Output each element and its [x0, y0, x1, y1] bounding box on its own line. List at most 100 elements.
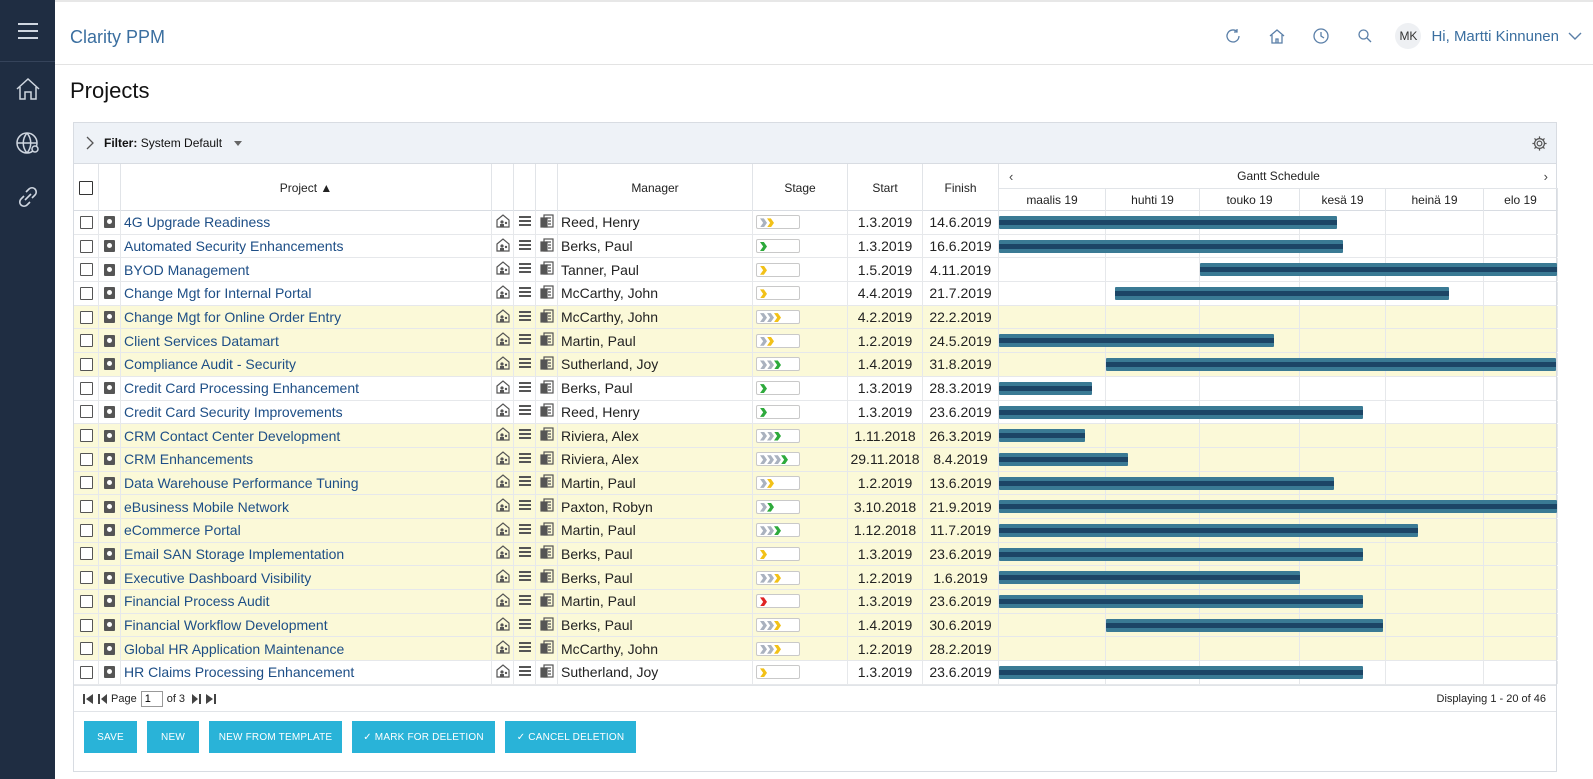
row-checkbox[interactable]: [79, 452, 93, 466]
gantt-bar[interactable]: [999, 239, 1343, 253]
save-button[interactable]: SAVE: [84, 721, 137, 753]
table-row[interactable]: Data Warehouse Performance Tuning Martin,…: [74, 471, 1558, 496]
row-checkbox[interactable]: [79, 429, 93, 443]
prev-page-icon[interactable]: [96, 693, 108, 705]
avatar[interactable]: MK: [1395, 23, 1422, 49]
team-icon[interactable]: [495, 237, 511, 256]
table-row[interactable]: Email SAN Storage Implementation Berks, P…: [74, 542, 1558, 567]
filter-dropdown-caret-icon[interactable]: [234, 141, 242, 146]
project-link[interactable]: eCommerce Portal: [124, 522, 241, 539]
document-icon[interactable]: [539, 450, 555, 469]
table-row[interactable]: CRM Enhancements Riviera, Alex 29.11.2018 8…: [74, 447, 1558, 472]
table-row[interactable]: Credit Card Processing Enhancement Berks,…: [74, 376, 1558, 401]
row-checkbox[interactable]: [79, 215, 93, 229]
cancel-deletion-button[interactable]: ✓ CANCEL DELETION: [505, 721, 636, 753]
gantt-bar[interactable]: [999, 476, 1335, 490]
filter-value[interactable]: System Default: [140, 136, 223, 150]
table-row[interactable]: HR Claims Processing Enhancement Sutherla…: [74, 661, 1558, 685]
team-icon[interactable]: [495, 331, 511, 350]
table-row[interactable]: Change Mgt for Internal Portal McCarthy, …: [74, 282, 1558, 306]
project-link[interactable]: Data Warehouse Performance Tuning: [124, 474, 359, 491]
document-icon[interactable]: [539, 616, 555, 635]
gantt-bar[interactable]: [999, 452, 1128, 466]
gantt-bar[interactable]: [999, 429, 1086, 443]
table-row[interactable]: Credit Card Security Improvements Reed, H…: [74, 400, 1558, 425]
team-icon[interactable]: [495, 355, 511, 374]
link-nav-icon[interactable]: [0, 170, 55, 224]
document-icon[interactable]: [539, 284, 555, 303]
project-link[interactable]: Automated Security Enhancements: [124, 238, 344, 255]
gantt-bar[interactable]: [1200, 263, 1557, 277]
gantt-bar[interactable]: [1106, 618, 1384, 632]
gantt-bar[interactable]: [999, 381, 1093, 395]
column-header-project[interactable]: Project ▲: [121, 164, 492, 211]
row-checkbox[interactable]: [79, 547, 93, 561]
mark-for-deletion-button[interactable]: ✓ MARK FOR DELETION: [352, 721, 495, 753]
project-link[interactable]: BYOD Management: [124, 261, 250, 278]
team-icon[interactable]: [495, 213, 511, 232]
table-row[interactable]: Change Mgt for Online Order Entry McCarth…: [74, 305, 1558, 330]
tasks-icon[interactable]: [517, 331, 533, 350]
table-row[interactable]: Client Services Datamart Martin, Paul 1.2.…: [74, 329, 1558, 354]
refresh-icon[interactable]: [1211, 22, 1255, 50]
tasks-icon[interactable]: [517, 237, 533, 256]
team-icon[interactable]: [495, 639, 511, 658]
row-checkbox[interactable]: [79, 286, 93, 300]
row-checkbox[interactable]: [79, 523, 93, 537]
row-checkbox[interactable]: [79, 665, 93, 679]
gantt-bar[interactable]: [999, 405, 1364, 419]
team-icon[interactable]: [495, 450, 511, 469]
tasks-icon[interactable]: [517, 450, 533, 469]
tasks-icon[interactable]: [517, 663, 533, 682]
gantt-bar[interactable]: [999, 595, 1364, 608]
chevron-down-icon[interactable]: [1567, 28, 1583, 44]
document-icon[interactable]: [539, 237, 555, 256]
project-link[interactable]: Compliance Audit - Security: [124, 356, 296, 373]
document-icon[interactable]: [539, 568, 555, 587]
tasks-icon[interactable]: [517, 544, 533, 563]
table-row[interactable]: 4G Upgrade Readiness Reed, Henry 1.3.2019 1…: [74, 211, 1558, 235]
table-row[interactable]: Financial Process Audit Martin, Paul 1.3.2…: [74, 590, 1558, 614]
document-icon[interactable]: [539, 402, 555, 421]
tasks-icon[interactable]: [517, 308, 533, 327]
gantt-bar[interactable]: [999, 523, 1418, 537]
gantt-bar[interactable]: [1115, 287, 1450, 301]
project-link[interactable]: Global HR Application Maintenance: [124, 640, 345, 657]
document-icon[interactable]: [539, 213, 555, 232]
document-icon[interactable]: [539, 473, 555, 492]
document-icon[interactable]: [539, 308, 555, 327]
project-link[interactable]: Financial Process Audit: [124, 593, 270, 610]
table-row[interactable]: eBusiness Mobile Network Paxton, Robyn 3.1…: [74, 495, 1558, 519]
team-icon[interactable]: [495, 308, 511, 327]
tasks-icon[interactable]: [517, 639, 533, 658]
search-icon[interactable]: [1343, 22, 1387, 50]
globe-nav-icon[interactable]: [0, 116, 55, 170]
select-all-checkbox[interactable]: [79, 180, 93, 195]
user-greeting[interactable]: Hi, Martti Kinnunen: [1431, 27, 1559, 45]
table-row[interactable]: Financial Workflow Development Berks, Pau…: [74, 613, 1558, 638]
column-header-stage[interactable]: Stage: [753, 164, 848, 211]
project-link[interactable]: eBusiness Mobile Network: [124, 498, 289, 515]
team-icon[interactable]: [495, 568, 511, 587]
document-icon[interactable]: [539, 544, 555, 563]
table-row[interactable]: BYOD Management Tanner, Paul 1.5.2019 4.11.…: [74, 258, 1558, 283]
row-checkbox[interactable]: [79, 334, 93, 348]
team-icon[interactable]: [495, 544, 511, 563]
project-link[interactable]: Credit Card Security Improvements: [124, 403, 343, 420]
row-checkbox[interactable]: [79, 642, 93, 656]
row-checkbox[interactable]: [79, 239, 93, 253]
tasks-icon[interactable]: [517, 592, 533, 611]
project-link[interactable]: Change Mgt for Internal Portal: [124, 285, 312, 302]
team-icon[interactable]: [495, 616, 511, 635]
gantt-bar[interactable]: [999, 216, 1338, 229]
document-icon[interactable]: [539, 379, 555, 398]
team-icon[interactable]: [495, 426, 511, 445]
next-page-icon[interactable]: [191, 693, 203, 705]
row-checkbox[interactable]: [79, 405, 93, 419]
tasks-icon[interactable]: [517, 497, 533, 516]
table-row[interactable]: Global HR Application Maintenance McCarth…: [74, 637, 1558, 662]
row-checkbox[interactable]: [79, 263, 93, 277]
recent-clock-icon[interactable]: [1299, 22, 1343, 50]
tasks-icon[interactable]: [517, 568, 533, 587]
chevron-right-icon[interactable]: [84, 136, 96, 150]
